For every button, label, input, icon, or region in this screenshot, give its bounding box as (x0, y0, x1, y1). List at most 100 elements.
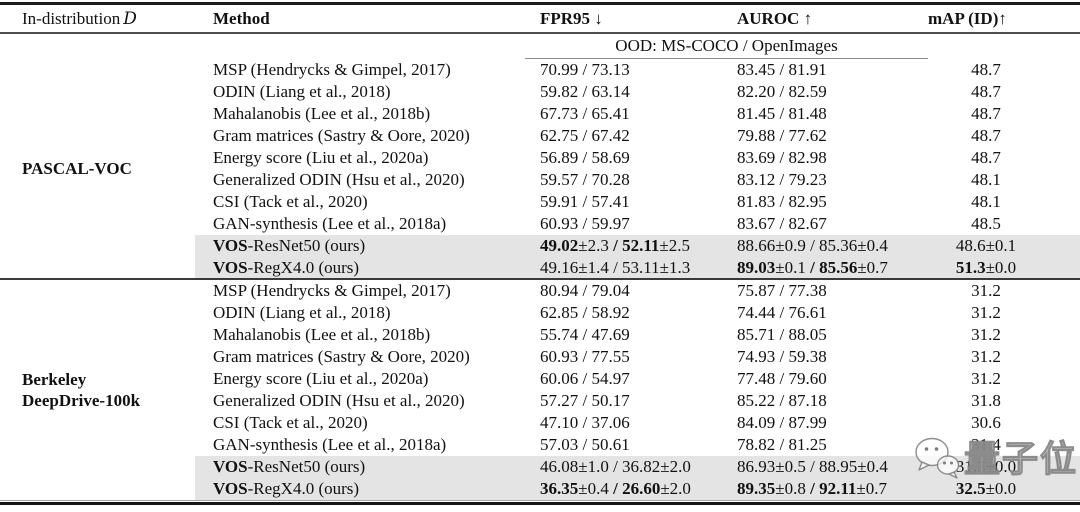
fpr95-cell: 57.27 / 50.17 (540, 390, 630, 410)
fpr95-cell: 60.93 / 77.55 (540, 346, 630, 366)
table-row: CSI (Tack et al., 2020) 47.10 / 37.06 84.0… (0, 412, 1080, 434)
table-row: Energy score (Liu et al., 2020a) 56.89 / … (0, 147, 1080, 169)
in-distribution-label: In-distribution (22, 8, 121, 28)
auroc-cell: 85.22 / 87.18 (737, 390, 827, 410)
table-row: Energy score (Liu et al., 2020a) 60.06 / … (0, 368, 1080, 390)
auroc-cell: 74.93 / 59.38 (737, 346, 827, 366)
table-row: Mahalanobis (Lee et al., 2018b) 67.73 / 6… (0, 103, 1080, 125)
map-cell: 48.1 (971, 170, 1001, 190)
pascal-voc-section: PASCAL-VOC MSP (Hendrycks & Gimpel, 2017)… (0, 58, 1080, 280)
method-cell: Generalized ODIN (Hsu et al., 2020) (213, 390, 465, 410)
table-row: VOS-ResNet50 (ours) 46.08±1.0 / 36.82±2.0… (0, 456, 1080, 479)
auroc-cell: 83.45 / 81.91 (737, 59, 827, 79)
table-row: Mahalanobis (Lee et al., 2018b) 55.74 / 4… (0, 324, 1080, 346)
table-row: ODIN (Liang et al., 2018) 62.85 / 58.92 74… (0, 302, 1080, 324)
map-cell: 31.2 (971, 346, 1001, 366)
subheader-spacer-right (928, 33, 1080, 59)
method-cell: ODIN (Liang et al., 2018) (213, 81, 391, 101)
method-cell: CSI (Tack et al., 2020) (213, 413, 368, 433)
table-row: ODIN (Liang et al., 2018) 59.82 / 63.14 82… (0, 81, 1080, 103)
method-cell: VOS-ResNet50 (ours) (195, 456, 525, 479)
table-row: GAN-synthesis (Lee et al., 2018a) 60.93 /… (0, 213, 1080, 235)
method-cell: Mahalanobis (Lee et al., 2018b) (213, 324, 431, 344)
dataset-label: Berkeley DeepDrive-100k (0, 278, 195, 501)
table-row: VOS-ResNet50 (ours) 49.02±2.3 / 52.11±2.5… (0, 235, 1080, 258)
fpr95-cell: 59.82 / 63.14 (540, 81, 630, 101)
fpr95-cell: 59.91 / 57.41 (540, 192, 630, 212)
auroc-cell: 74.44 / 76.61 (737, 302, 827, 322)
fpr95-cell: 49.02±2.3 / 52.11±2.5 (525, 235, 723, 258)
auroc-label: AUROC (737, 8, 800, 28)
fpr95-cell: 62.75 / 67.42 (540, 125, 630, 145)
auroc-cell: 82.20 / 82.59 (737, 81, 827, 101)
map-cell: 32.5±0.0 (928, 478, 1080, 501)
fpr95-cell: 62.85 / 58.92 (540, 302, 630, 322)
method-cell: VOS-ResNet50 (ours) (195, 235, 525, 258)
auroc-cell: 86.93±0.5 / 88.95±0.4 (723, 456, 928, 479)
script-d-symbol: D (123, 8, 137, 29)
table-row: VOS-RegX4.0 (ours) 49.16±1.4 / 53.11±1.3 8… (0, 257, 1080, 280)
col-header-method: Method (195, 3, 525, 34)
ood-datasets-label: OOD: MS-COCO / OpenImages (525, 33, 928, 59)
berkeley-section: Berkeley DeepDrive-100k MSP (Hendrycks & G… (0, 278, 1080, 501)
fpr95-cell: 60.93 / 59.97 (540, 214, 630, 234)
results-table: In-distribution D Method FPR95 ↓ AUROC ↑ … (0, 2, 1080, 501)
map-cell: 48.7 (971, 125, 1001, 145)
map-cell: 48.5 (971, 214, 1001, 234)
table-row: VOS-RegX4.0 (ours) 36.35±0.4 / 26.60±2.0 8… (0, 478, 1080, 501)
table-row: Gram matrices (Sastry & Oore, 2020) 62.75… (0, 125, 1080, 147)
down-arrow-icon: ↓ (594, 8, 603, 28)
dataset-label: PASCAL-VOC (0, 58, 195, 280)
method-cell: CSI (Tack et al., 2020) (213, 192, 368, 212)
method-cell: VOS-RegX4.0 (ours) (195, 478, 525, 501)
auroc-cell: 75.87 / 77.38 (723, 278, 928, 302)
map-cell: 48.7 (971, 59, 1001, 79)
map-cell: 30.6 (971, 413, 1001, 433)
col-header-in-distribution: In-distribution D (0, 3, 195, 34)
col-header-map: mAP (ID)↑ (928, 3, 1080, 34)
table-row: GAN-synthesis (Lee et al., 2018a) 57.03 /… (0, 434, 1080, 456)
fpr95-cell: 70.99 / 73.13 (540, 59, 630, 79)
fpr95-cell: 55.74 / 47.69 (540, 324, 630, 344)
table-row: CSI (Tack et al., 2020) 59.91 / 57.41 81.8… (0, 191, 1080, 213)
table-row: Berkeley DeepDrive-100k MSP (Hendrycks & G… (0, 278, 1080, 501)
map-cell: 31.2 (928, 278, 1080, 302)
fpr95-cell: 59.57 / 70.28 (540, 170, 630, 190)
method-cell: Generalized ODIN (Hsu et al., 2020) (213, 170, 465, 190)
col-header-auroc: AUROC ↑ (723, 3, 928, 34)
map-cell: 31.3±0.0 (928, 456, 1080, 479)
auroc-cell: 89.35±0.8 / 92.11±0.7 (723, 478, 928, 501)
up-arrow-icon: ↑ (803, 8, 813, 28)
map-cell: 48.7 (971, 81, 1001, 101)
method-cell: Gram matrices (Sastry & Oore, 2020) (213, 125, 470, 145)
auroc-cell: 81.45 / 81.48 (737, 103, 827, 123)
map-cell: 48.7 (971, 147, 1001, 167)
map-cell: 48.1 (971, 192, 1001, 212)
table-row: Generalized ODIN (Hsu et al., 2020) 59.57… (0, 169, 1080, 191)
table-header-row: In-distribution D Method FPR95 ↓ AUROC ↑ … (0, 3, 1080, 34)
map-cell: 31.4 (971, 435, 1001, 455)
auroc-cell: 77.48 / 79.60 (737, 368, 827, 388)
ood-subheader-row: OOD: MS-COCO / OpenImages (0, 33, 1080, 59)
method-cell: VOS-RegX4.0 (ours) (195, 257, 525, 280)
col-header-fpr95: FPR95 ↓ (525, 3, 723, 34)
fpr95-cell: 67.73 / 65.41 (540, 103, 630, 123)
map-cell: 31.2 (971, 368, 1001, 388)
map-cell: 48.7 (971, 103, 1001, 123)
table-row: Generalized ODIN (Hsu et al., 2020) 57.27… (0, 390, 1080, 412)
map-cell: 31.2 (971, 324, 1001, 344)
method-cell: Gram matrices (Sastry & Oore, 2020) (213, 346, 470, 366)
method-cell: GAN-synthesis (Lee et al., 2018a) (213, 214, 447, 234)
auroc-cell: 83.69 / 82.98 (737, 147, 827, 167)
auroc-cell: 85.71 / 88.05 (737, 324, 827, 344)
table-row: Gram matrices (Sastry & Oore, 2020) 60.93… (0, 346, 1080, 368)
table-bottom-rule (0, 500, 1080, 506)
method-cell: ODIN (Liang et al., 2018) (213, 302, 391, 322)
auroc-cell: 83.12 / 79.23 (737, 170, 827, 190)
auroc-cell: 88.66±0.9 / 85.36±0.4 (723, 235, 928, 258)
map-cell: 31.2 (971, 302, 1001, 322)
map-cell: 51.3±0.0 (928, 257, 1080, 280)
auroc-cell: 84.09 / 87.99 (737, 413, 827, 433)
method-cell: MSP (Hendrycks & Gimpel, 2017) (195, 278, 525, 302)
auroc-cell: 78.82 / 81.25 (737, 435, 827, 455)
